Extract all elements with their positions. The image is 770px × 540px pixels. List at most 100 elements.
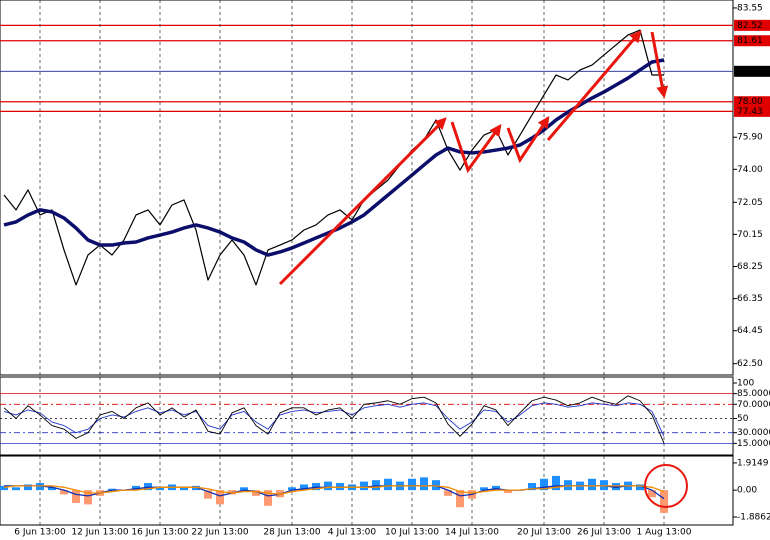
arrow <box>506 116 550 164</box>
histogram-bar <box>48 487 56 491</box>
level-label-box <box>734 105 770 117</box>
histogram-bar <box>528 483 536 491</box>
y-tick-label: 75.90 <box>737 133 763 143</box>
y-tick-label: 66.35 <box>737 294 763 304</box>
histogram-bar <box>72 490 80 503</box>
x-tick-label: 26 Jul 13:00 <box>577 528 631 538</box>
arrow <box>546 30 642 141</box>
histogram-bar <box>564 480 572 491</box>
histogram-bar <box>588 478 596 491</box>
x-tick-label: 16 Jun 13:00 <box>131 528 188 538</box>
x-tick-label: 20 Jul 13:00 <box>517 528 571 538</box>
histogram-bar <box>36 483 44 491</box>
y-tick-label: 64.45 <box>737 326 763 336</box>
level-label: 82.52 <box>737 21 763 31</box>
arrow <box>450 121 502 174</box>
histogram-bar <box>504 490 512 493</box>
histogram-bar <box>276 490 284 498</box>
y-tick-label: 1.9149 <box>737 458 769 468</box>
histogram-bar <box>144 483 152 491</box>
annotations <box>278 30 669 286</box>
y-tick-label: 0.00 <box>737 486 757 496</box>
histogram-bar <box>384 478 392 491</box>
histogram-bar <box>360 481 368 491</box>
y-tick-label: 74.00 <box>737 165 763 175</box>
y-tick-label: 83.55 <box>737 3 763 13</box>
level-label-box <box>734 96 770 108</box>
histogram-bar <box>264 490 272 506</box>
y-tick-label: 50 <box>737 414 749 424</box>
histogram-bar <box>408 478 416 491</box>
price-panel <box>0 0 734 376</box>
y-tick-label: 72.05 <box>737 198 763 208</box>
histogram-bar <box>300 484 308 491</box>
oscillator-panel <box>0 376 734 456</box>
histogram-bar <box>636 484 644 491</box>
series-line <box>3 29 664 286</box>
x-tick-label: 1 Aug 13:00 <box>637 528 692 538</box>
histogram-bar <box>492 485 500 491</box>
x-tick-label: 12 Jun 13:00 <box>71 528 128 538</box>
histogram-bar <box>108 488 116 491</box>
histogram-bar <box>24 484 32 491</box>
histogram-bar <box>600 480 608 491</box>
histogram-bar <box>372 480 380 491</box>
y-tick-label: 30.0000 <box>737 428 770 438</box>
y-tick-label: 70.15 <box>737 230 763 240</box>
level-label-box <box>734 65 770 77</box>
histogram-bar <box>432 480 440 491</box>
histogram-bar <box>192 485 200 491</box>
histogram-bar <box>288 487 296 491</box>
histogram-bar <box>420 477 428 491</box>
x-tick-label: 4 Jul 13:00 <box>328 528 377 538</box>
histogram-bar <box>216 490 224 505</box>
series-line <box>3 485 665 496</box>
histogram-bar <box>480 487 488 491</box>
histogram-bar <box>228 490 236 495</box>
level-label-box <box>734 19 770 31</box>
y-tick-label: 100 <box>737 379 754 389</box>
histogram-bar <box>240 487 248 491</box>
arrow <box>650 31 669 99</box>
histogram-bar <box>540 478 548 491</box>
y-tick-label: 70.0000 <box>737 400 770 410</box>
level-label: 77.43 <box>737 107 763 117</box>
histogram-bar <box>612 483 620 491</box>
histogram-bar <box>456 490 464 508</box>
histogram-bar <box>336 483 344 491</box>
level-label-box <box>734 35 770 47</box>
histogram-bar <box>132 485 140 491</box>
x-tick-label: 6 Jun 13:00 <box>14 528 66 538</box>
level-label: 81.61 <box>737 36 763 46</box>
y-tick-label: 68.25 <box>737 262 763 272</box>
y-tick-label: 15.0000 <box>737 439 770 449</box>
histogram-bar <box>252 490 260 496</box>
histogram-bar <box>444 490 452 496</box>
y-tick-label: 62.50 <box>737 359 763 369</box>
series-line <box>3 402 665 437</box>
histogram-bar <box>60 490 68 495</box>
y-tick-label: 85.0000 <box>737 389 770 399</box>
histogram-bar <box>84 490 92 505</box>
x-tick-label: 22 Jun 13:00 <box>191 528 248 538</box>
x-tick-label: 28 Jun 13:00 <box>263 528 320 538</box>
y-tick-label: -1.8862 <box>737 512 770 522</box>
histogram-bar <box>660 490 668 513</box>
histogram-bar <box>12 487 20 491</box>
histogram-bar <box>552 475 560 491</box>
x-tick-label: 14 Jul 13:00 <box>445 528 499 538</box>
level-label: 78.00 <box>737 97 763 107</box>
histogram-bar <box>156 487 164 491</box>
histogram-bar <box>648 490 656 498</box>
series-line <box>3 395 665 444</box>
highlight-circle <box>644 464 688 508</box>
histogram-bar <box>312 483 320 491</box>
level-label: 79.80 <box>737 67 763 77</box>
histogram-bar <box>324 481 332 491</box>
histogram-bar <box>204 490 212 499</box>
arrow <box>278 117 447 286</box>
histogram-bar <box>180 487 188 491</box>
x-tick-label: 10 Jul 13:00 <box>385 528 439 538</box>
histogram-bar <box>0 485 8 491</box>
